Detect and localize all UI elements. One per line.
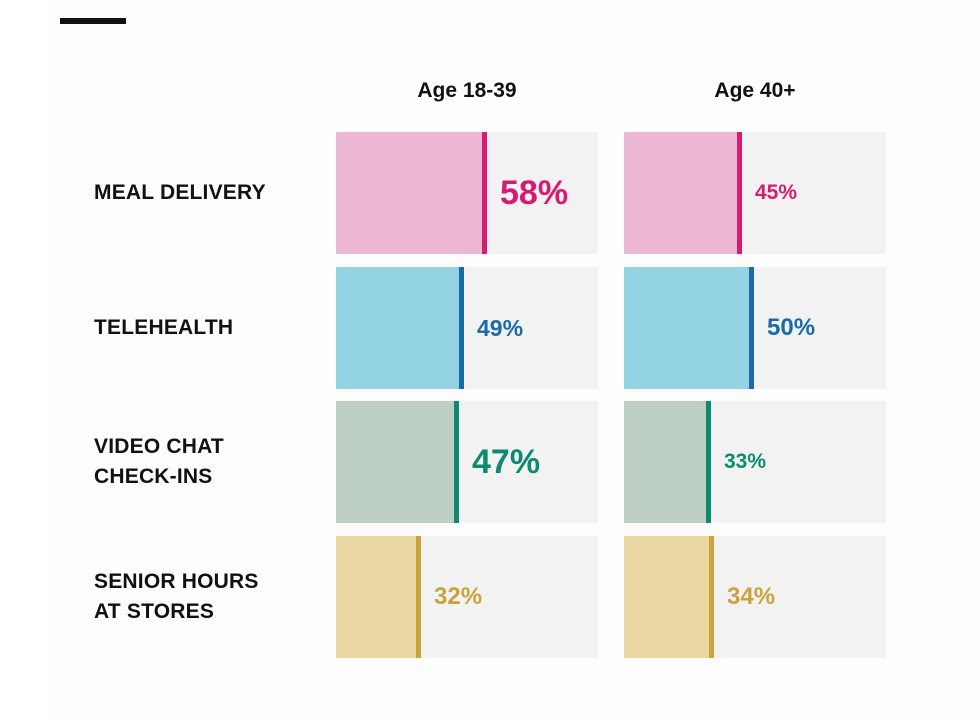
top-rule <box>60 18 126 24</box>
value-label: 33% <box>724 450 767 473</box>
bar-cell-r0-c1: 45% <box>624 132 886 254</box>
bar-cell-r1-c1: 50% <box>624 267 886 389</box>
row-label-0: MEAL DELIVERY <box>94 181 266 204</box>
bar-fill <box>624 536 711 658</box>
bar-cell-r3-c1: 34% <box>624 536 886 658</box>
column-header-1: Age 40+ <box>714 79 796 102</box>
bar-cell-r2-c0: 47% <box>336 401 598 523</box>
bar-fill <box>624 132 739 254</box>
bar-fill <box>336 132 484 254</box>
bar-cell-r1-c0: 49% <box>336 267 598 389</box>
bar-cell-r0-c0: 58% <box>336 132 598 254</box>
bar-marker <box>459 267 464 389</box>
bar-fill <box>336 401 456 523</box>
value-label: 34% <box>727 583 776 610</box>
bar-fill <box>624 401 708 523</box>
bar-marker <box>482 132 487 254</box>
value-label: 50% <box>767 314 816 341</box>
bar-fill <box>336 536 418 658</box>
bar-cell-r3-c0: 32% <box>336 536 598 658</box>
column-header-0: Age 18-39 <box>417 79 517 102</box>
value-label: 58% <box>500 173 569 212</box>
bar-marker <box>737 132 742 254</box>
bar-marker <box>454 401 459 523</box>
row-label-2: VIDEO CHAT CHECK-INS <box>94 435 224 488</box>
value-label: 47% <box>472 442 541 481</box>
bar-marker <box>416 536 421 658</box>
bar-marker <box>749 267 754 389</box>
bar-cell-r2-c1: 33% <box>624 401 886 523</box>
row-label-3: SENIOR HOURS AT STORES <box>94 570 259 623</box>
bar-marker <box>706 401 711 523</box>
bar-fill <box>336 267 461 389</box>
row-label-1: TELEHEALTH <box>94 316 234 339</box>
value-label: 49% <box>477 314 524 341</box>
value-label: 45% <box>755 181 798 204</box>
bar-fill <box>624 267 751 389</box>
bar-marker <box>709 536 714 658</box>
value-label: 32% <box>434 583 483 610</box>
